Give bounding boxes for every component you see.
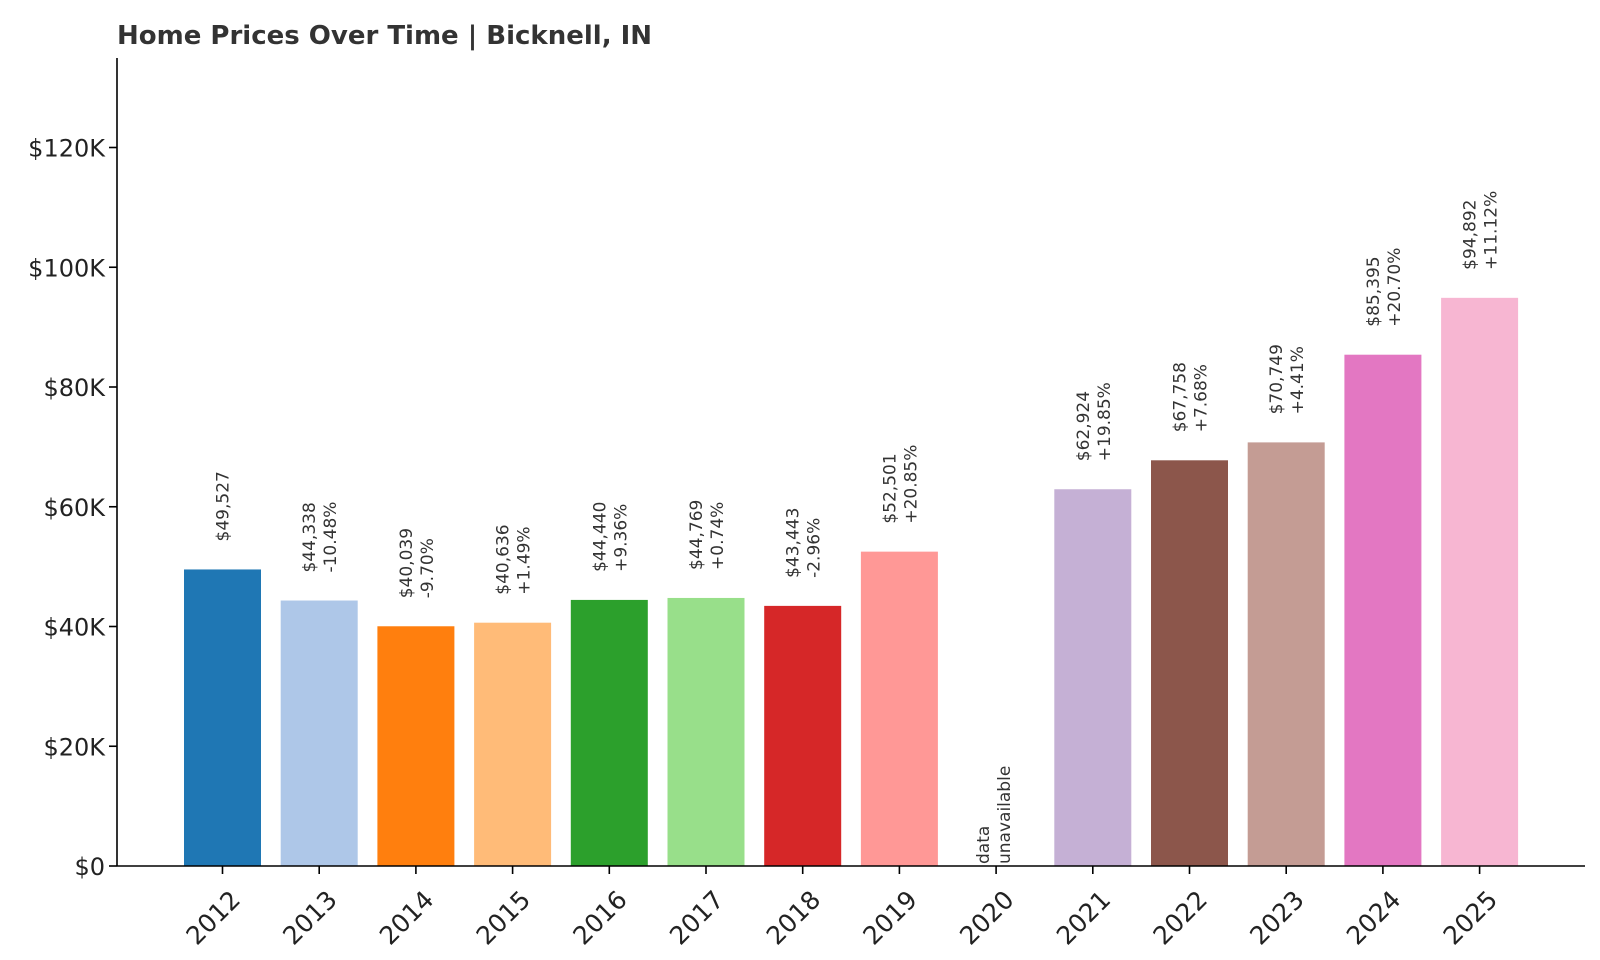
change-label: +19.85% [1095,382,1115,461]
y-axis: $0 $20K $40K $60K $80K $100K $120K [28,58,118,881]
x-tick-label: 2020 [954,885,1019,950]
change-label: +1.49% [515,526,535,594]
bar-2024 [1344,354,1422,866]
y-tick-label: $40K [43,614,106,642]
x-tick-label: 2023 [1244,885,1309,950]
x-tick-label: 2022 [1148,885,1213,950]
bar-2014 [377,626,455,866]
x-tick-label: 2025 [1438,885,1503,950]
change-label: -9.70% [418,538,438,598]
x-tick-label: 2021 [1051,885,1116,950]
x-tick-label: 2016 [567,885,632,950]
x-tick-label: 2018 [761,885,826,950]
bar-2025 [1441,297,1519,867]
bar-2016 [570,599,648,866]
bar-2018 [764,605,842,866]
change-label: +4.41% [1288,346,1308,414]
value-label: $94,892 [1461,200,1481,270]
bar-2015 [474,622,552,866]
value-label: $40,636 [494,524,514,594]
change-label: +9.36% [611,504,631,572]
x-tick-label: 2014 [374,885,439,950]
y-tick-label: $80K [43,374,106,402]
value-label: $44,338 [300,502,320,572]
y-tick-label: $60K [43,494,106,522]
x-tick-label: 2019 [857,885,922,950]
y-tick-label: $120K [28,135,106,163]
chart-title: Home Prices Over Time | Bicknell, IN [117,21,652,51]
change-label: +20.70% [1385,248,1405,327]
y-tick-label: $100K [28,254,106,282]
bar-2019 [860,551,938,866]
x-tick-label: 2012 [181,885,246,950]
missing-data-label: data [974,826,994,864]
x-axis: 2012 2013 2014 2015 2016 2017 2018 2019 2020 2021… [117,865,1585,950]
value-label: $85,395 [1364,256,1384,326]
missing-data-label: unavailable [995,766,1015,864]
x-tick-label: 2017 [664,885,729,950]
change-label: -10.48% [321,502,341,573]
value-label: $70,749 [1267,344,1287,414]
bar-2017 [667,597,745,866]
bar-2022 [1151,460,1228,866]
change-label: +20.85% [901,445,921,524]
bar-2012 [184,569,261,866]
change-label: +0.74% [708,502,728,570]
value-label: $44,769 [687,500,707,570]
change-label: +11.12% [1482,191,1502,270]
x-tick-label: 2024 [1341,885,1406,950]
value-label: $44,440 [590,502,610,572]
y-tick-label: $0 [74,853,105,881]
change-label: +7.68% [1192,364,1212,432]
x-tick-label: 2015 [471,885,536,950]
value-label: $52,501 [880,453,900,523]
data-labels-group: $49,527 $44,338 -10.48% $40,039 -9.70% $40,63… [214,191,1502,864]
change-label: -2.96% [805,518,825,578]
value-label: $43,443 [784,508,804,578]
x-tick-label: 2013 [277,885,342,950]
bar-2013 [280,600,358,866]
value-label: $40,039 [397,528,417,598]
y-tick-label: $20K [43,733,106,761]
bar-2021 [1054,489,1132,866]
bar-2023 [1247,442,1325,866]
bars-group [184,297,1519,867]
value-label: $67,758 [1171,362,1191,432]
value-label: $62,924 [1074,391,1094,461]
value-label: $49,527 [214,471,234,541]
